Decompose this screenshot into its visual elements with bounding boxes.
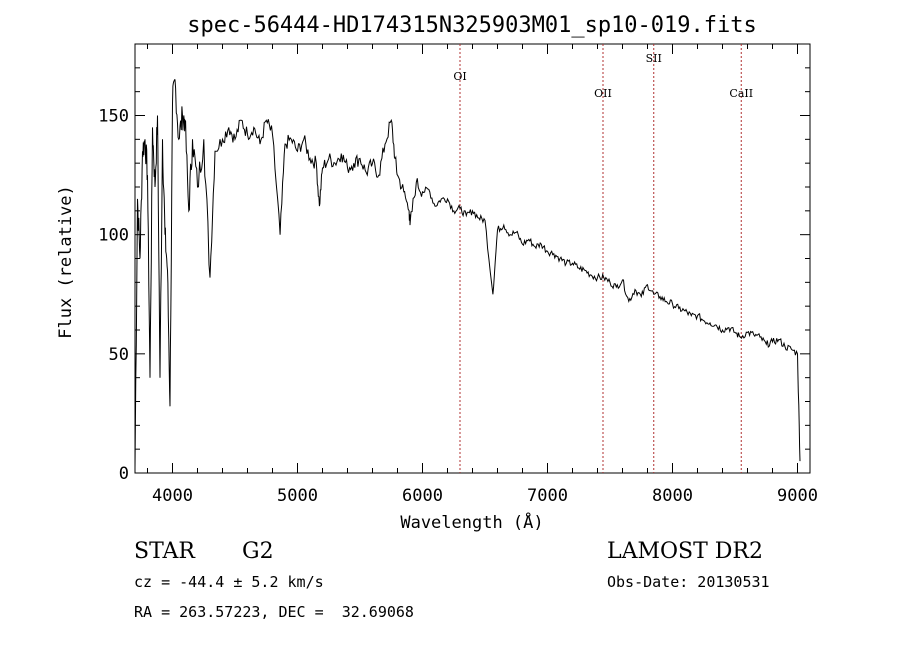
obs-date: Obs-Date: 20130531 — [607, 573, 770, 591]
velocity-text: cz = -44.4 ± 5.2 km/s — [134, 573, 324, 591]
x-tick-label: 5000 — [277, 486, 318, 506]
line-label: OII — [594, 87, 612, 100]
y-tick-label: 50 — [109, 345, 129, 365]
y-tick-label: 0 — [119, 464, 129, 484]
x-tick-label: 8000 — [652, 486, 693, 506]
chart-title: spec-56444-HD174315N325903M01_sp10-019.f… — [187, 13, 757, 38]
subclass: G2 — [242, 539, 274, 564]
coordinates: RA = 263.57223, DEC = 32.69068 — [134, 603, 414, 621]
survey-name: LAMOST DR2 — [607, 539, 763, 564]
plot-frame — [134, 43, 811, 474]
line-label: OI — [453, 70, 466, 83]
line-label: SII — [646, 52, 662, 65]
object-type: STAR — [134, 539, 195, 564]
y-tick-label: 100 — [98, 226, 129, 246]
x-tick-label: 4000 — [152, 486, 193, 506]
y-tick-label: 150 — [98, 107, 129, 127]
line-label: CaII — [729, 87, 753, 100]
reference-lines: OI OII SII CaII — [453, 44, 753, 473]
x-tick-label: 9000 — [777, 486, 818, 506]
spectrum-line — [134, 79, 801, 469]
x-tick-label: 6000 — [402, 486, 443, 506]
y-axis-label: Flux (relative) — [56, 185, 76, 339]
axis-ticks: 4000 5000 6000 7000 8000 9000 0 50 100 150 — [98, 44, 818, 506]
x-tick-label: 7000 — [527, 486, 568, 506]
x-axis-label: Wavelength (Å) — [400, 511, 543, 533]
